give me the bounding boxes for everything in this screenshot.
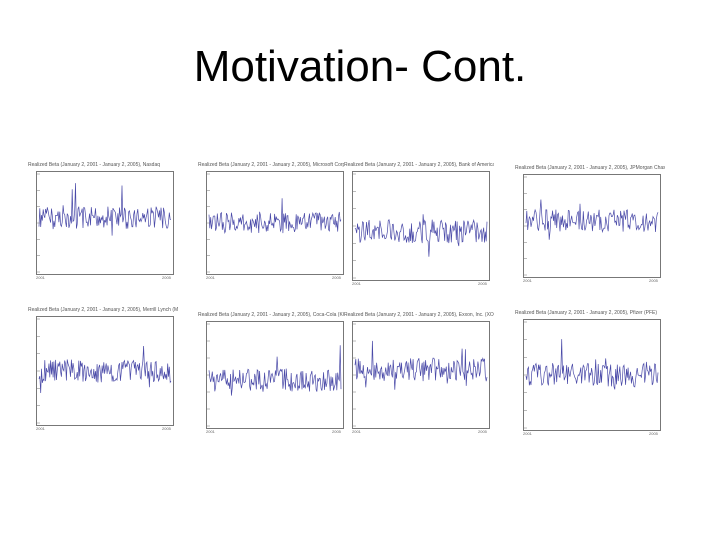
beta-panel-6: Realized Beta (January 2, 2001 - January… [198, 312, 348, 438]
beta-series-line [208, 345, 342, 396]
x-start-label: 2001 [523, 431, 532, 436]
plot-frame [206, 171, 344, 275]
panel-caption: Realized Beta (January 2, 2001 - January… [344, 162, 494, 168]
beta-panel-2: Realized Beta (January 2, 2001 - January… [198, 162, 348, 284]
x-end-label: 2005 [332, 275, 341, 280]
x-start-label: 2001 [206, 275, 215, 280]
slide-title: Motivation- Cont. [193, 42, 527, 91]
plot-frame [352, 321, 490, 429]
beta-series-line [208, 198, 342, 234]
x-end-label: 2005 [332, 429, 341, 434]
beta-series-line [38, 345, 172, 394]
beta-series-plot [37, 318, 172, 424]
x-start-label: 2001 [36, 426, 45, 431]
x-end-label: 2005 [162, 426, 171, 431]
panel-caption: Realized Beta (January 2, 2001 - January… [515, 165, 665, 171]
panel-caption: Realized Beta (January 2, 2001 - January… [344, 312, 494, 318]
beta-panel-5: Realized Beta (January 2, 2001 - January… [28, 307, 178, 435]
beta-panel-7: Realized Beta (January 2, 2001 - January… [344, 312, 494, 438]
x-end-label: 2005 [649, 278, 658, 283]
panel-caption: Realized Beta (January 2, 2001 - January… [28, 307, 178, 313]
beta-series-line [354, 340, 488, 390]
plot-frame [523, 174, 661, 278]
beta-panel-1: Realized Beta (January 2, 2001 - January… [28, 162, 178, 284]
x-end-label: 2005 [478, 429, 487, 434]
beta-series-plot [207, 173, 342, 273]
x-start-label: 2001 [36, 275, 45, 280]
x-end-label: 2005 [478, 281, 487, 286]
x-start-label: 2001 [206, 429, 215, 434]
plot-frame [523, 319, 661, 431]
x-end-label: 2005 [649, 431, 658, 436]
beta-series-line [38, 183, 172, 236]
beta-panel-4: Realized Beta (January 2, 2001 - January… [515, 165, 665, 287]
beta-series-plot [524, 321, 659, 429]
beta-panel-8: Realized Beta (January 2, 2001 - January… [515, 310, 665, 440]
beta-series-line [525, 199, 659, 240]
panel-caption: Realized Beta (January 2, 2001 - January… [28, 162, 161, 168]
plot-frame [36, 316, 174, 426]
panel-caption: Realized Beta (January 2, 2001 - January… [515, 310, 658, 316]
x-start-label: 2001 [352, 281, 361, 286]
x-end-label: 2005 [162, 275, 171, 280]
beta-series-plot [353, 173, 488, 279]
beta-panel-3: Realized Beta (January 2, 2001 - January… [344, 162, 494, 290]
beta-series-line [525, 339, 659, 390]
beta-series-plot [37, 173, 172, 273]
plot-frame [206, 321, 344, 429]
plot-frame [352, 171, 490, 281]
panel-caption: Realized Beta (January 2, 2001 - January… [198, 312, 348, 318]
plot-frame [36, 171, 174, 275]
beta-series-plot [207, 323, 342, 427]
beta-series-plot [353, 323, 488, 427]
x-start-label: 2001 [352, 429, 361, 434]
x-start-label: 2001 [523, 278, 532, 283]
panel-caption: Realized Beta (January 2, 2001 - January… [198, 162, 348, 168]
beta-series-line [354, 214, 488, 257]
beta-series-plot [524, 176, 659, 276]
